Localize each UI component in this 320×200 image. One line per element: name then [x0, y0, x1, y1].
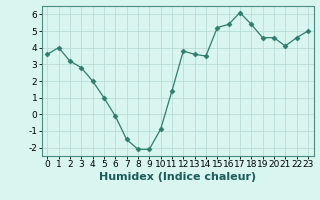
X-axis label: Humidex (Indice chaleur): Humidex (Indice chaleur)	[99, 172, 256, 182]
